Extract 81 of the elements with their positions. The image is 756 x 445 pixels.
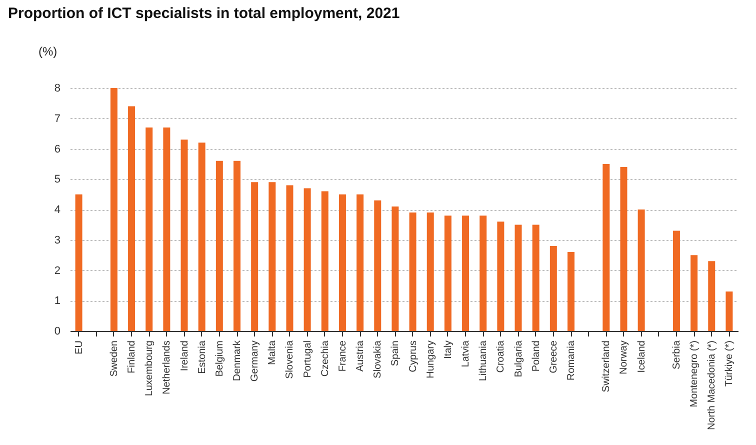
y-tick-label: 1 bbox=[54, 295, 60, 308]
bar bbox=[286, 185, 294, 331]
x-tick-label: Romania bbox=[566, 340, 577, 381]
bar bbox=[338, 194, 346, 331]
x-tick-label: Germany bbox=[250, 340, 261, 382]
bar bbox=[146, 127, 153, 331]
bar bbox=[75, 194, 82, 331]
bar bbox=[180, 140, 188, 331]
x-tick-label: Estonia bbox=[196, 340, 208, 374]
bar bbox=[638, 210, 645, 331]
bar bbox=[216, 160, 223, 331]
x-tick-label: France bbox=[337, 340, 348, 372]
bar bbox=[480, 216, 487, 331]
x-tick-label: Austria bbox=[355, 340, 366, 372]
bar bbox=[620, 166, 628, 331]
x-tick-label: Lithuania bbox=[478, 340, 490, 382]
x-tick-label: Spain bbox=[390, 340, 402, 366]
bar bbox=[321, 191, 328, 331]
bar bbox=[356, 194, 364, 331]
y-tick-label: 7 bbox=[54, 112, 60, 125]
bar bbox=[690, 255, 698, 331]
x-tick-label: Iceland bbox=[636, 340, 648, 373]
y-tick-label: 2 bbox=[54, 264, 60, 277]
x-tick-label: Denmark bbox=[232, 340, 243, 382]
bar bbox=[462, 216, 470, 331]
bar bbox=[602, 164, 610, 331]
x-tick-label: Croatia bbox=[496, 340, 507, 373]
x-tick-label: Türkiye (*) bbox=[724, 340, 736, 387]
bar bbox=[110, 88, 118, 331]
x-tick-label: Slovenia bbox=[284, 340, 296, 379]
x-tick-label: Greece bbox=[548, 340, 560, 374]
bar bbox=[198, 142, 206, 331]
y-tick-label: 3 bbox=[54, 234, 60, 246]
x-tick-label: Ireland bbox=[179, 340, 190, 372]
x-tick-label: Bulgaria bbox=[513, 340, 524, 378]
x-tick-label: Finland bbox=[126, 340, 138, 374]
x-tick-label: Slovakia bbox=[372, 340, 384, 378]
bar bbox=[374, 200, 382, 331]
x-tick-label: Netherlands bbox=[162, 340, 173, 394]
bar bbox=[497, 222, 504, 331]
x-tick-label: Switzerland bbox=[601, 340, 612, 392]
bar bbox=[568, 252, 574, 331]
x-tick-label: North Macedonia (*) bbox=[706, 340, 718, 430]
y-tick-label: 6 bbox=[54, 143, 60, 156]
x-tick-label: Serbia bbox=[671, 340, 682, 370]
bar bbox=[426, 212, 434, 331]
x-tick-label: Luxembourg bbox=[144, 340, 156, 396]
x-tick-label: Latvia bbox=[460, 340, 472, 368]
bar bbox=[409, 212, 416, 331]
bar bbox=[392, 206, 399, 331]
y-tick-label: 5 bbox=[54, 174, 60, 186]
x-tick-label: Belgium bbox=[214, 340, 226, 377]
bar bbox=[514, 224, 522, 331]
x-tick-label: Poland bbox=[530, 340, 542, 372]
x-tick-label: Cyprus bbox=[408, 340, 419, 372]
x-tick-label: Portugal bbox=[302, 340, 314, 378]
x-tick-label: Sweden bbox=[108, 340, 120, 377]
x-tick-label: Czechia bbox=[320, 340, 331, 377]
bar bbox=[550, 246, 557, 331]
y-tick-label: 0 bbox=[54, 326, 60, 338]
y-tick-label: 4 bbox=[54, 204, 60, 216]
x-tick-label: Norway bbox=[618, 340, 630, 374]
x-tick-label: Hungary bbox=[425, 340, 436, 378]
x-tick-label: Montenegro (*) bbox=[689, 340, 700, 408]
bar bbox=[726, 292, 733, 331]
x-tick-label: Italy bbox=[442, 340, 454, 359]
bar bbox=[268, 182, 276, 331]
bar bbox=[672, 230, 680, 331]
bar bbox=[251, 182, 258, 331]
chart-title: Proportion of ICT specialists in total employment, 2021 bbox=[8, 5, 400, 22]
y-tick-label: 8 bbox=[54, 82, 60, 94]
bar bbox=[444, 216, 452, 331]
bar bbox=[234, 160, 240, 331]
bar bbox=[708, 261, 716, 331]
bar bbox=[128, 106, 136, 331]
bar bbox=[163, 127, 170, 331]
x-tick-label: EU bbox=[74, 340, 85, 354]
bar bbox=[532, 224, 540, 331]
x-tick-label: Malta bbox=[267, 340, 278, 365]
bar bbox=[304, 188, 311, 331]
y-axis-title: (%) bbox=[38, 44, 58, 58]
